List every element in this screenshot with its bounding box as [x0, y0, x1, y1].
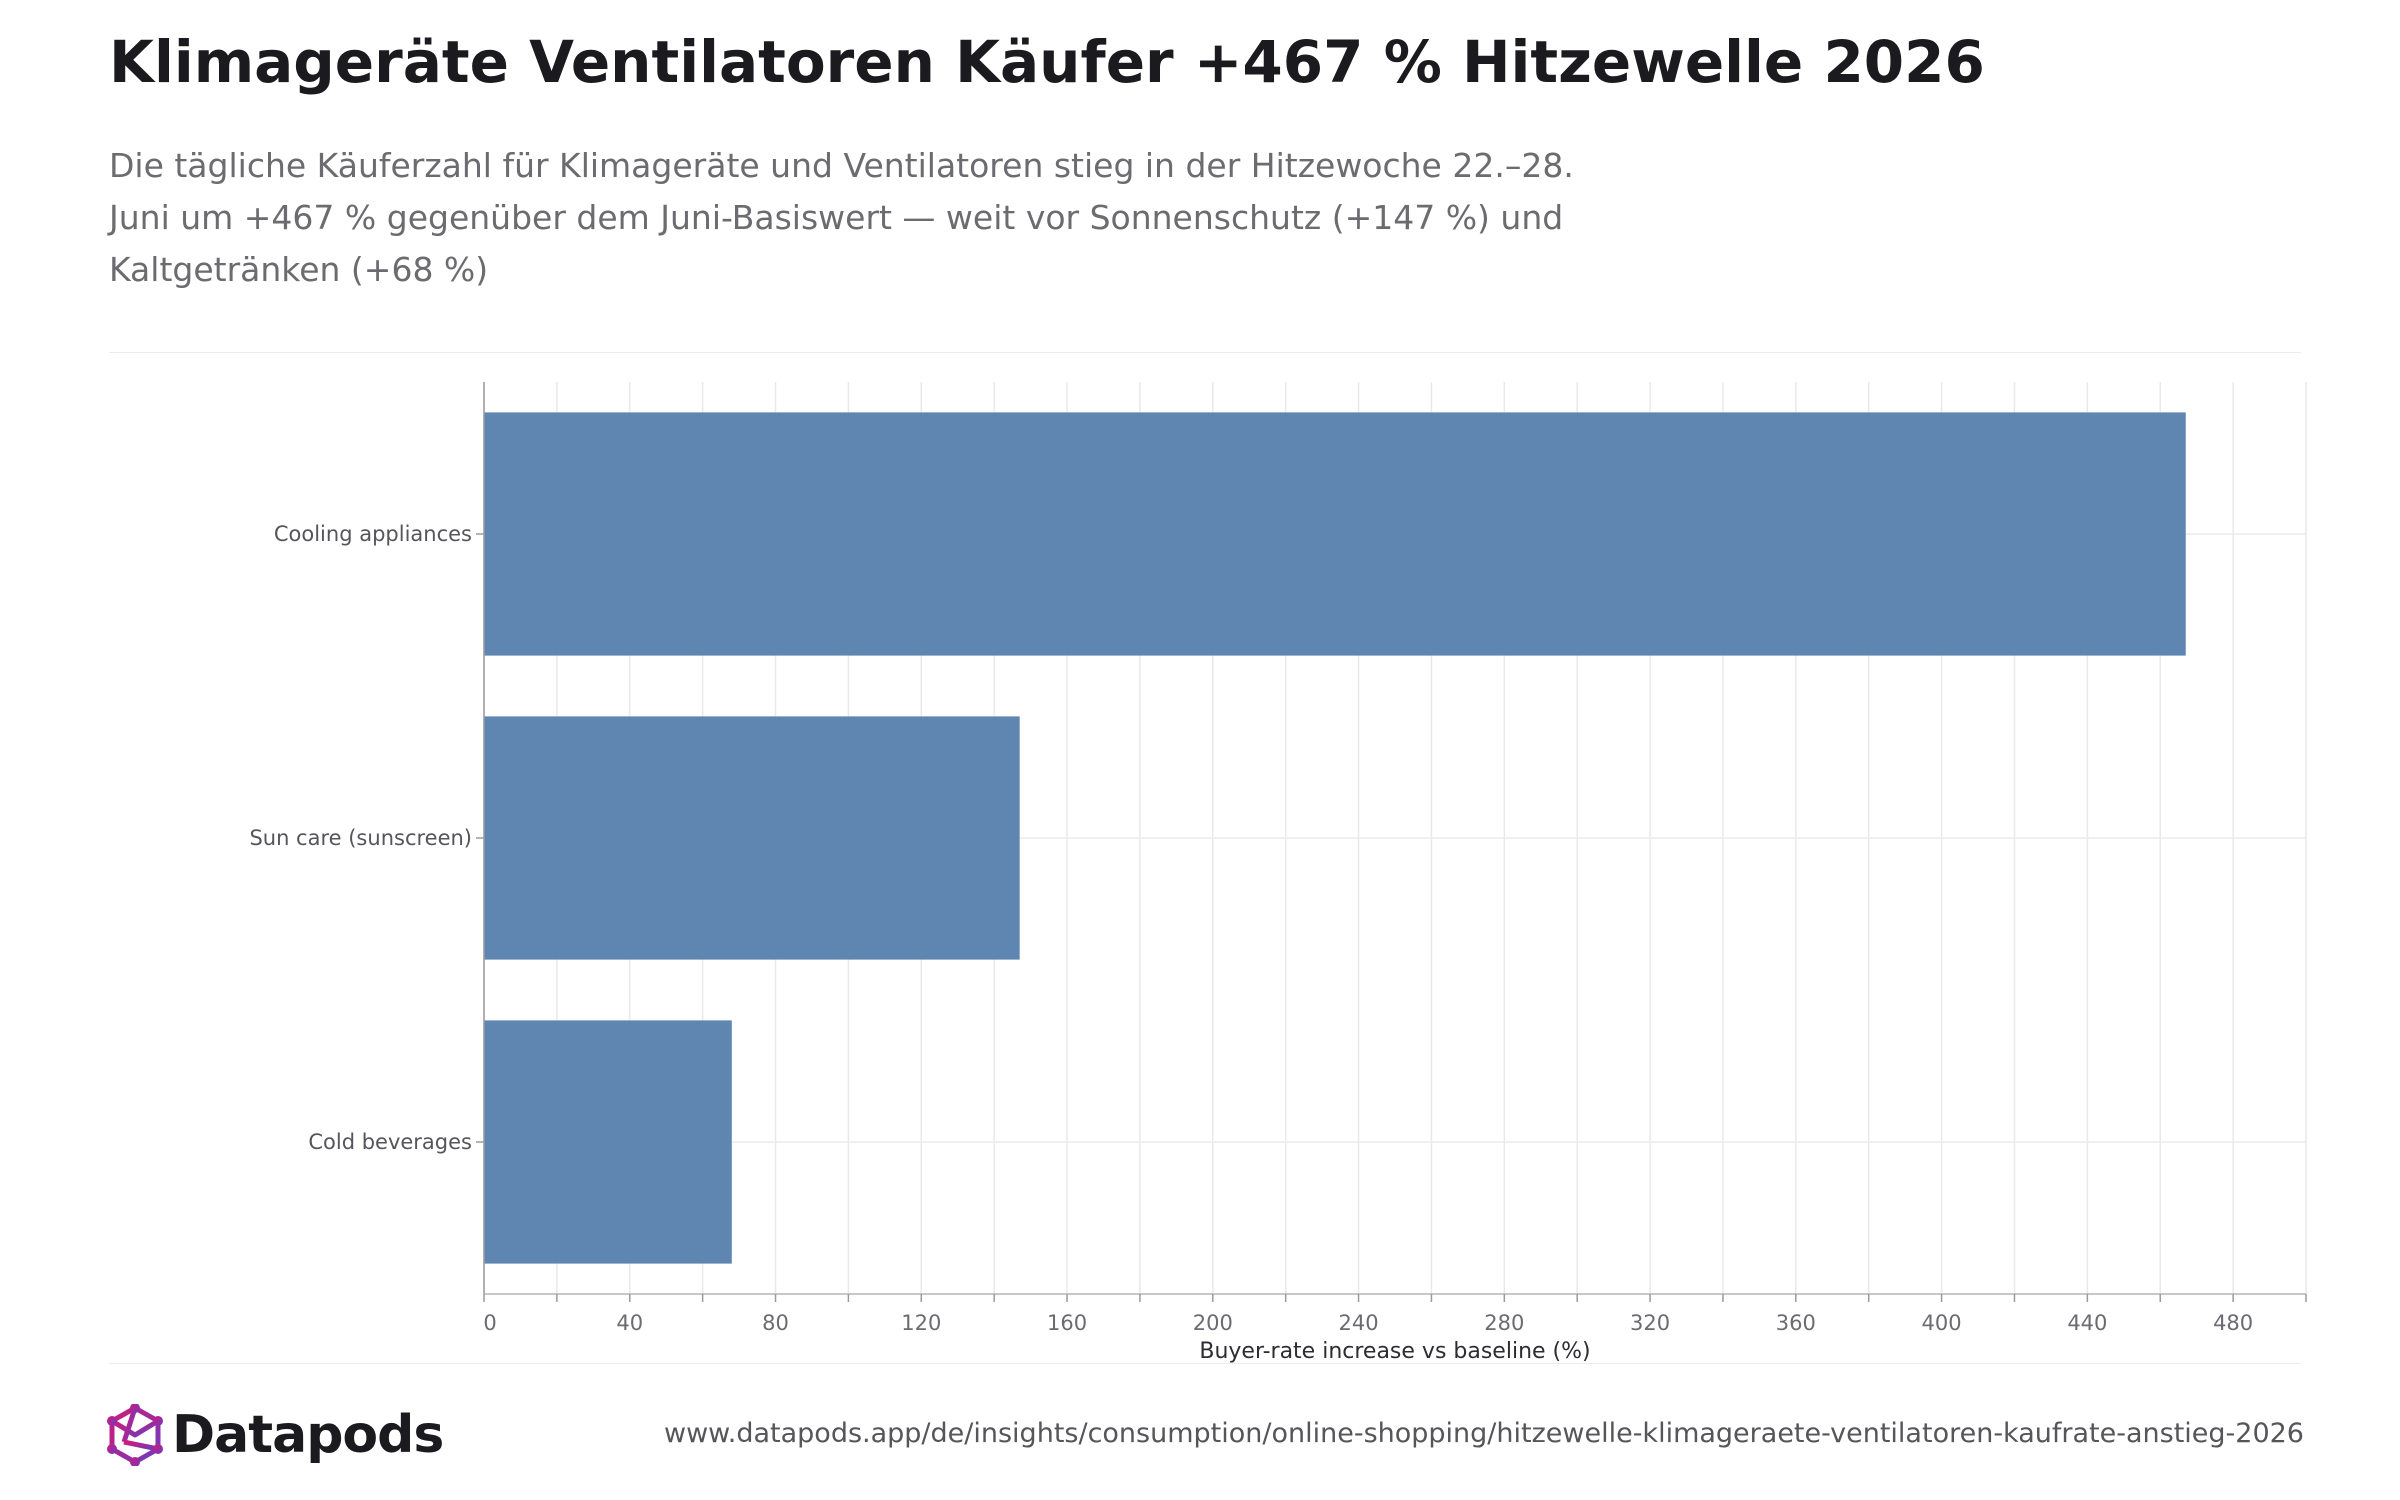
- x-tick-label: 120: [901, 1311, 941, 1335]
- labels: 0 40 80 120 160 200 240 280 320 360 400 440 480 Cooli…: [249, 522, 2253, 1364]
- x-tick-label: 440: [2067, 1311, 2107, 1335]
- x-tick-label: 240: [1339, 1311, 1379, 1335]
- bar-cooling-appliances[interactable]: [484, 412, 2186, 656]
- x-tick-label: 480: [2213, 1311, 2253, 1335]
- bar-sun-care-sunscreen[interactable]: [484, 716, 1020, 960]
- x-axis-title: Buyer-rate increase vs baseline (%): [1199, 1339, 1590, 1364]
- x-tick-label: 0: [483, 1311, 496, 1335]
- source-url[interactable]: www.datapods.app/de/insights/consumption…: [664, 1418, 2304, 1449]
- bottom-divider: [109, 1363, 2301, 1364]
- x-tick-label: 80: [762, 1311, 789, 1335]
- bars: [484, 412, 2186, 1264]
- chart-subtitle: Die tägliche Käuferzahl für Klimageräte …: [109, 146, 1574, 289]
- x-tick-label: 320: [1630, 1311, 1670, 1335]
- category-label: Sun care (sunscreen): [249, 826, 472, 850]
- bar-chart: 0 40 80 120 160 200 240 280 320 360 400 440 480 Cooli…: [249, 382, 2307, 1364]
- top-divider: [109, 352, 2301, 353]
- bar-cold-beverages[interactable]: [484, 1020, 732, 1264]
- category-label: Cooling appliances: [274, 522, 472, 546]
- brand-name: Datapods: [172, 1405, 444, 1465]
- datapods-logo-icon: [107, 1404, 163, 1466]
- chart-title: Klimageräte Ventilatoren Käufer +467 % H…: [109, 28, 1985, 96]
- x-tick-label: 200: [1193, 1311, 1233, 1335]
- x-tick-label: 160: [1047, 1311, 1087, 1335]
- x-tick-label: 360: [1776, 1311, 1816, 1335]
- axes: [476, 382, 2307, 1302]
- category-label: Cold beverages: [308, 1130, 472, 1154]
- x-tick-label: 40: [616, 1311, 643, 1335]
- brand-logo[interactable]: Datapods: [106, 1400, 444, 1470]
- x-tick-label: 400: [1922, 1311, 1962, 1335]
- x-tick-label: 280: [1484, 1311, 1524, 1335]
